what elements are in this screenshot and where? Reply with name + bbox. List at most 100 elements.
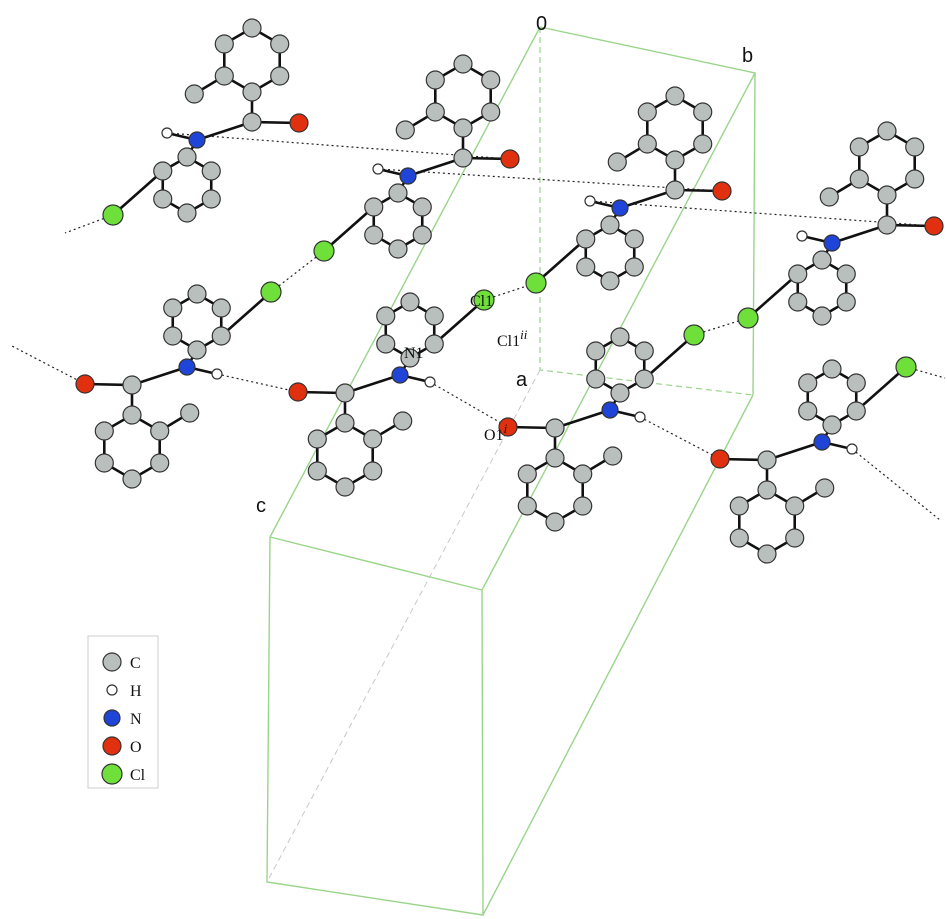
atom-label: Cl1ii (497, 327, 528, 350)
atom (634, 411, 646, 423)
atom (307, 429, 327, 449)
atom (812, 306, 832, 326)
atom (412, 197, 432, 217)
contact (639, 416, 721, 460)
atom (211, 298, 231, 318)
atom (836, 264, 856, 284)
atom (545, 512, 565, 532)
atom (924, 216, 944, 236)
atom (819, 187, 839, 207)
atom (335, 477, 355, 497)
bond (643, 334, 695, 380)
atom (177, 147, 197, 167)
atom (391, 366, 409, 384)
atom (122, 469, 142, 489)
contact (9, 344, 86, 385)
atom (610, 383, 630, 403)
atom (757, 450, 777, 470)
atom-label: Cl1 (470, 293, 493, 310)
atom-label-text: Cl1 (497, 333, 520, 350)
atom (242, 82, 262, 102)
atom (425, 70, 445, 90)
atom (412, 225, 432, 245)
atom (153, 189, 173, 209)
atom (665, 150, 685, 170)
atom (289, 113, 309, 133)
atom (584, 195, 596, 207)
atom (624, 257, 644, 277)
atom (481, 70, 501, 90)
atom (102, 204, 124, 226)
atom (823, 234, 841, 252)
atom (895, 356, 917, 378)
atom (665, 180, 685, 200)
atom (453, 118, 473, 138)
bond (831, 223, 888, 245)
molecules (9, 18, 946, 564)
atom (163, 326, 183, 346)
contact (64, 214, 114, 234)
axis-label: b (742, 45, 753, 67)
bond (196, 120, 253, 142)
atom (424, 376, 436, 388)
axis-label: a (516, 369, 528, 391)
atom (849, 137, 869, 157)
atom (364, 225, 384, 245)
atom (388, 239, 408, 259)
atom (798, 373, 818, 393)
atom (788, 264, 808, 284)
atom (393, 411, 413, 431)
atom (94, 453, 114, 473)
atoms (75, 18, 944, 564)
atom (600, 271, 620, 291)
atom (634, 369, 654, 389)
atom (607, 152, 627, 172)
atom (201, 189, 221, 209)
atom (693, 134, 713, 154)
atom (270, 34, 290, 54)
atom (573, 496, 593, 516)
atom (363, 429, 383, 449)
atom (517, 464, 537, 484)
atom (710, 449, 730, 469)
atom (201, 161, 221, 181)
atom (586, 341, 606, 361)
atom (188, 131, 206, 149)
atom (693, 102, 713, 122)
legend-swatch (102, 736, 122, 756)
atom (877, 185, 897, 205)
atom (785, 496, 805, 516)
atom (187, 284, 207, 304)
atom (288, 382, 308, 402)
atom (313, 240, 335, 262)
contact (166, 132, 511, 160)
atom (424, 334, 444, 354)
cell-edge (482, 394, 754, 916)
bond (535, 238, 587, 284)
legend-swatch (102, 652, 122, 672)
atom (376, 334, 396, 354)
legend-label: C (130, 655, 141, 672)
unit-cell (266, 26, 757, 916)
atom-label-text: N1 (404, 345, 424, 362)
atom (785, 528, 805, 548)
atom (364, 197, 384, 217)
atom (150, 421, 170, 441)
atom (712, 181, 732, 201)
atom (877, 215, 897, 235)
atom (453, 148, 473, 168)
bond (323, 206, 375, 252)
cell-edge (269, 26, 757, 591)
atom (665, 86, 685, 106)
atom (877, 121, 897, 141)
atom (545, 418, 565, 438)
atom (122, 375, 142, 395)
atom (757, 480, 777, 500)
atom (473, 289, 495, 311)
atom (242, 18, 262, 38)
atom (905, 169, 925, 189)
cell-edge-hidden (266, 369, 541, 883)
atom (214, 66, 234, 86)
